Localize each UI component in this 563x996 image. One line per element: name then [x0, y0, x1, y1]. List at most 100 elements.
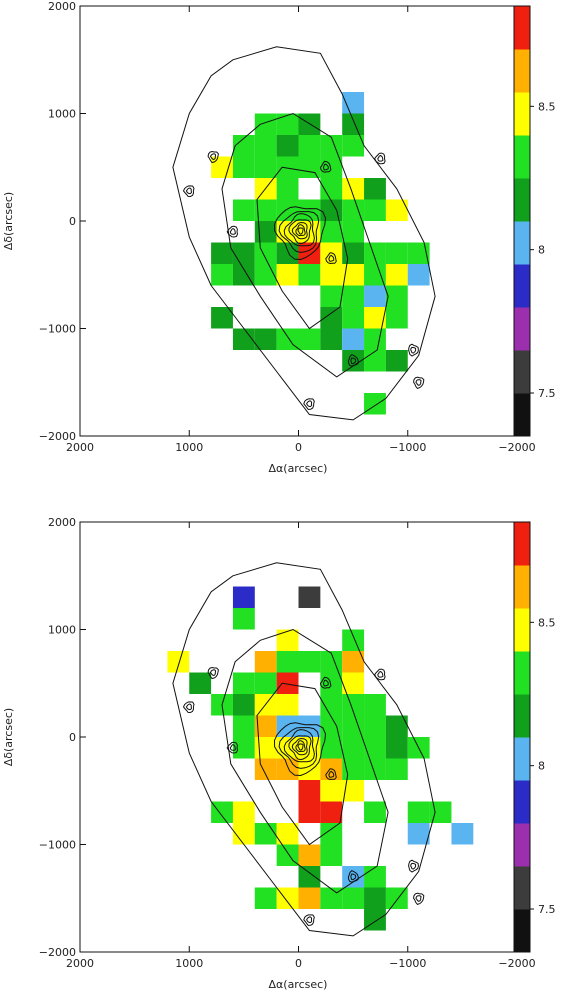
map-cell: [298, 801, 321, 823]
colorbar-band: [514, 909, 530, 953]
colorbar-band: [514, 49, 530, 93]
colorbar-band: [514, 307, 530, 351]
contour-core: [283, 729, 315, 763]
map-cell: [320, 715, 343, 737]
map-cell: [167, 651, 190, 673]
map-cell: [298, 780, 321, 802]
bottom-map-y-ticks: −2000 −1000 0 1000 2000: [39, 516, 86, 959]
contour-blob: [207, 150, 219, 164]
map-cell: [407, 823, 430, 845]
map-cell: [342, 221, 365, 243]
contour-blob: [185, 703, 193, 711]
contour-blob: [322, 163, 329, 171]
contour-blob: [322, 679, 329, 687]
map-cell: [276, 199, 299, 221]
map-cell: [254, 715, 277, 737]
contour-core: [288, 735, 312, 761]
map-cell: [232, 242, 255, 264]
colorbar-tick-label: 8: [538, 760, 545, 773]
contour-blob: [319, 160, 332, 173]
colorbar-band: [514, 737, 530, 781]
contour-blob: [410, 346, 417, 354]
map-cell: [254, 823, 277, 845]
contour-mid: [221, 112, 389, 378]
bottom-map-x-axis-label: Δα(arcsec): [269, 978, 328, 991]
contour-blob: [408, 859, 419, 873]
contour-blob: [182, 701, 195, 714]
map-cell: [276, 264, 299, 286]
map-cell: [232, 694, 255, 716]
map-cell: [254, 758, 277, 780]
contour-outer: [172, 46, 436, 421]
map-cell: [320, 887, 343, 909]
colorbar-band: [514, 866, 530, 910]
map-cell: [364, 909, 386, 931]
contour-blob: [347, 353, 359, 367]
map-cell: [320, 844, 343, 866]
y-tick-label: −2000: [39, 946, 76, 959]
colorbar-band: [514, 608, 530, 652]
map-cell: [385, 307, 408, 329]
colorbar-band: [514, 221, 530, 265]
contour-blob: [325, 252, 337, 265]
bottom-map-contours: [172, 562, 436, 937]
map-cell: [364, 242, 386, 264]
map-cell: [211, 242, 233, 264]
colorbar-tick-label: 7.5: [538, 903, 556, 916]
colorbar-frame: [513, 5, 531, 437]
y-tick-label: 1000: [48, 624, 76, 637]
map-cell: [276, 156, 299, 178]
contour-blob: [182, 185, 195, 198]
map-cell: [232, 672, 255, 694]
contour-outer: [172, 562, 436, 937]
map-cell: [342, 135, 365, 157]
map-cell: [342, 887, 365, 909]
contour-blob: [415, 379, 422, 386]
map-cell: [254, 651, 277, 673]
map-cell: [320, 737, 343, 759]
contour-core: [297, 227, 304, 235]
map-cell: [254, 199, 277, 221]
y-tick-label: −2000: [39, 430, 76, 443]
map-cell: [276, 651, 299, 673]
map-cell: [385, 264, 408, 286]
map-cell: [342, 866, 365, 888]
contour-mid: [221, 628, 389, 894]
map-cell: [298, 844, 321, 866]
map-cell: [320, 823, 343, 845]
x-tick-label: −2000: [498, 441, 535, 454]
map-cell: [407, 242, 430, 264]
map-cell: [320, 221, 343, 243]
colorbar-band: [514, 350, 530, 394]
colorbar-tick-label: 7.5: [538, 387, 556, 400]
colorbar-band: [514, 823, 530, 867]
map-cell: [254, 328, 277, 350]
map-cell: [385, 199, 408, 221]
colorbar-band: [514, 264, 530, 308]
contour-blob: [408, 343, 419, 357]
map-cell: [211, 156, 233, 178]
map-cell: [385, 242, 408, 264]
map-cell: [232, 823, 255, 845]
x-tick-label: 1000: [175, 957, 203, 970]
map-cell: [364, 737, 386, 759]
map-cell: [298, 866, 321, 888]
contour-blob: [410, 862, 417, 870]
map-cell: [298, 135, 321, 157]
contour-blob: [209, 669, 217, 677]
map-cell: [364, 715, 386, 737]
map-cell: [385, 350, 408, 372]
map-cell: [254, 113, 277, 135]
map-cell: [254, 221, 277, 243]
map-cell: [254, 887, 277, 909]
map-cell: [320, 307, 343, 329]
contour-core: [297, 743, 304, 751]
map-cell: [385, 758, 408, 780]
map-cell: [364, 178, 386, 200]
map-cell: [320, 199, 343, 221]
contour-blob: [325, 768, 337, 781]
map-cell: [342, 242, 365, 264]
contour-blob: [209, 153, 217, 161]
map-cell: [298, 586, 321, 608]
